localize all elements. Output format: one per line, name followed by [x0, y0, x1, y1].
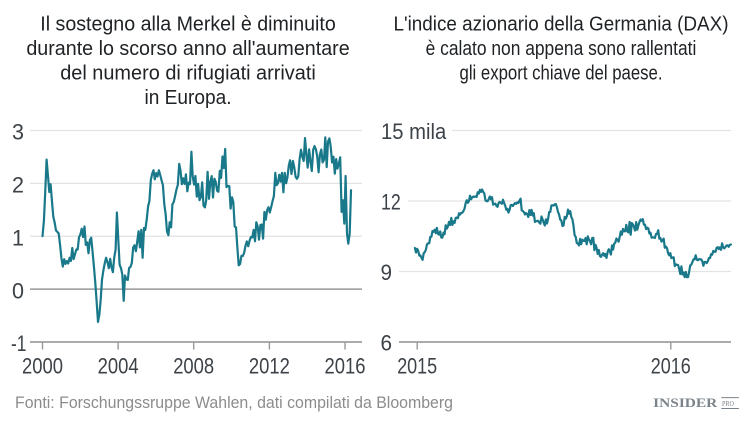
svg-text:è calato non appena sono ralle: è calato non appena sono rallentati	[426, 38, 697, 60]
svg-text:0: 0	[12, 278, 24, 303]
svg-text:durante lo scorso anno all'aum: durante lo scorso anno all'aumentare	[26, 38, 349, 60]
svg-text:9: 9	[381, 260, 393, 285]
svg-text:2: 2	[12, 173, 24, 198]
svg-text:gli export chiave del paese.: gli export chiave del paese.	[460, 63, 663, 85]
svg-text:2016: 2016	[651, 354, 691, 379]
svg-text:L'indice azionario della Germa: L'indice azionario della Germania (DAX)	[394, 14, 729, 36]
svg-text:1: 1	[12, 225, 24, 250]
svg-text:12: 12	[381, 190, 401, 215]
svg-text:2000: 2000	[22, 354, 63, 379]
svg-text:INSIDER: INSIDER	[653, 396, 717, 410]
svg-text:Il sostegno alla Merkel è dimi: Il sostegno alla Merkel è diminuito	[40, 14, 336, 36]
svg-text:3: 3	[12, 120, 24, 145]
svg-text:in Europa.: in Europa.	[145, 87, 232, 109]
svg-text:2016: 2016	[325, 354, 366, 379]
svg-text:del numero di rifugiati arriva: del numero di rifugiati arrivati	[60, 63, 316, 85]
svg-text:15 mila: 15 mila	[381, 119, 447, 144]
svg-text:6: 6	[381, 331, 393, 356]
svg-text:2012: 2012	[249, 354, 290, 379]
svg-text:2015: 2015	[397, 354, 437, 379]
svg-text:2008: 2008	[173, 354, 214, 379]
svg-text:PRO: PRO	[722, 399, 735, 408]
svg-text:-1: -1	[11, 331, 27, 356]
svg-text:Fonti: Forschungssruppe Wahlen: Fonti: Forschungssruppe Wahlen, dati com…	[15, 394, 453, 412]
svg-text:2004: 2004	[98, 354, 139, 379]
